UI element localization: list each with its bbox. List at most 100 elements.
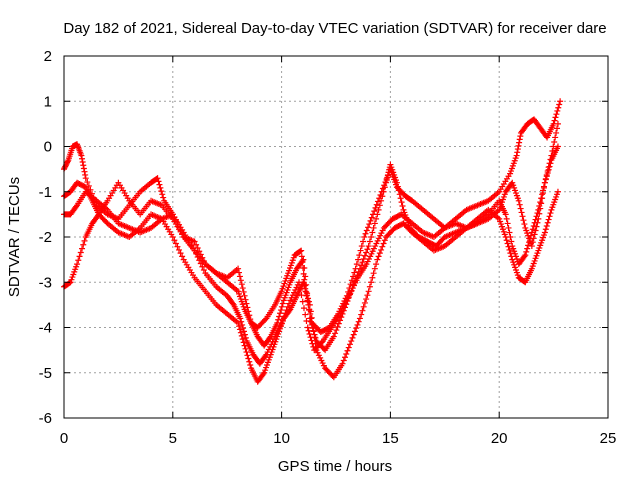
data-point [200, 266, 207, 273]
data-point [82, 175, 89, 182]
data-point [81, 168, 88, 175]
data-point [351, 278, 358, 285]
data-point [334, 323, 341, 330]
data-point [365, 288, 372, 295]
data-point [342, 304, 349, 311]
data-point [517, 133, 524, 140]
data-point [369, 274, 376, 281]
data-point [333, 327, 340, 334]
data-point [155, 178, 162, 185]
data-point [196, 248, 203, 255]
data-point [346, 291, 353, 298]
data-point [506, 246, 513, 253]
data-point [373, 215, 380, 222]
data-point [528, 229, 535, 236]
data-point [368, 214, 375, 221]
data-point [79, 159, 86, 166]
series-track-4 [61, 120, 561, 354]
data-point [381, 237, 388, 244]
data-point [298, 292, 305, 299]
data-point [240, 288, 247, 295]
data-point [349, 285, 356, 292]
data-point [514, 149, 521, 156]
data-point [306, 301, 313, 308]
data-point [266, 334, 273, 341]
data-point [335, 320, 342, 327]
data-point [378, 197, 385, 204]
data-point [154, 175, 161, 182]
data-point [193, 241, 200, 248]
data-point [242, 345, 249, 352]
data-point [371, 220, 378, 227]
data-point [85, 182, 92, 189]
data-point [379, 243, 386, 250]
data-point [299, 298, 306, 305]
y-tick-label: -2 [39, 229, 52, 246]
data-point [355, 268, 362, 275]
y-tick-label: -1 [39, 184, 52, 201]
data-point [520, 217, 527, 224]
data-point [361, 252, 368, 259]
data-point [66, 279, 73, 286]
data-point [372, 204, 379, 211]
data-point [361, 299, 368, 306]
data-point [553, 111, 560, 118]
data-point [177, 250, 184, 257]
data-point [235, 319, 242, 326]
data-point [80, 241, 87, 248]
data-point [553, 129, 560, 136]
data-point [337, 317, 344, 324]
data-point [350, 281, 357, 288]
data-point [236, 269, 243, 276]
data-point [502, 211, 509, 218]
data-point [239, 336, 246, 343]
data-point [174, 243, 181, 250]
data-point [544, 219, 551, 226]
data-point [393, 179, 400, 186]
data-point [355, 256, 362, 263]
data-points [61, 98, 564, 385]
data-point [305, 307, 312, 314]
data-point [171, 237, 178, 244]
data-point [176, 246, 183, 253]
data-point [361, 234, 368, 240]
data-point [550, 143, 557, 150]
data-point [507, 234, 514, 240]
data-point [243, 300, 250, 307]
data-point [350, 331, 357, 338]
data-point [306, 330, 313, 337]
data-point [303, 288, 310, 295]
data-point [360, 238, 367, 245]
data-point [525, 242, 532, 249]
data-point [238, 281, 245, 288]
data-point [310, 328, 317, 335]
y-tick-label: 1 [44, 93, 52, 110]
data-point [358, 262, 365, 269]
data-point [518, 209, 525, 216]
data-point [358, 243, 365, 250]
data-point [547, 156, 554, 163]
data-point [79, 155, 86, 162]
data-point [308, 337, 315, 344]
data-point [191, 238, 198, 245]
data-point [299, 257, 306, 264]
data-point [276, 313, 283, 320]
data-point [367, 217, 374, 224]
data-point [75, 257, 82, 264]
data-point [527, 232, 534, 239]
data-point [199, 263, 206, 270]
data-point [373, 201, 380, 208]
data-point [354, 272, 361, 279]
data-point [169, 234, 176, 240]
data-point [522, 252, 529, 259]
data-point [532, 227, 539, 234]
data-point [353, 275, 360, 282]
data-point [507, 250, 514, 257]
data-point [242, 334, 249, 341]
data-point [546, 213, 553, 220]
data-point [546, 160, 553, 167]
data-point [297, 248, 304, 255]
data-point [537, 199, 544, 206]
data-point [364, 292, 371, 299]
data-point [543, 223, 550, 230]
